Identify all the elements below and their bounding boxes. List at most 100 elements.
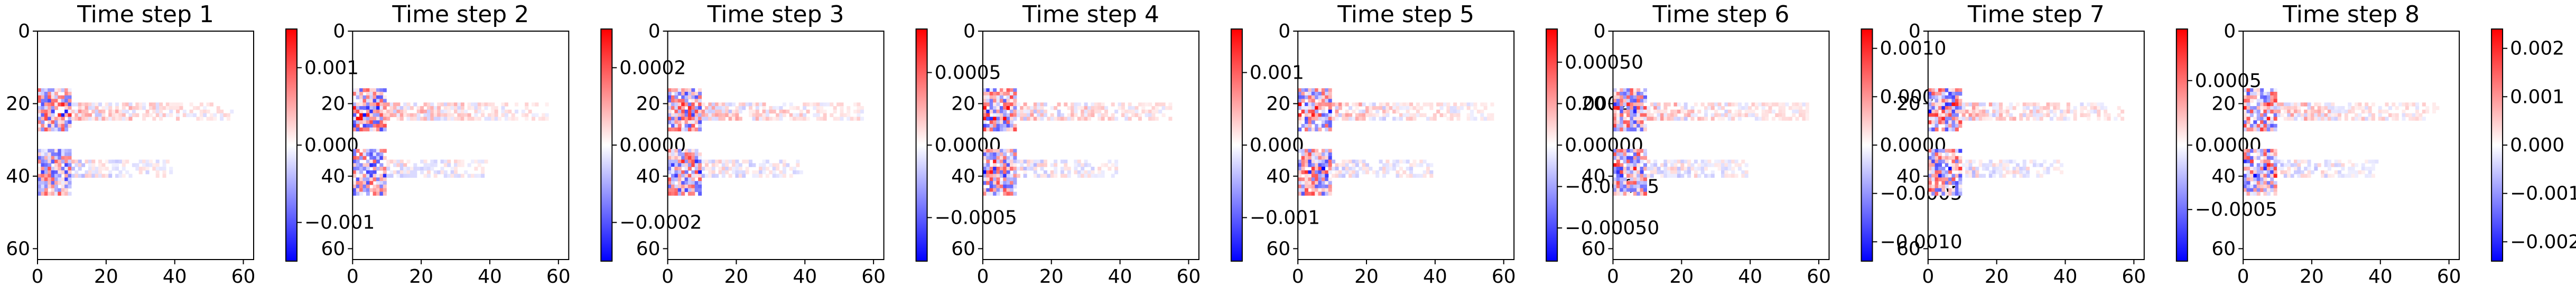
heatmap-cell	[356, 191, 360, 196]
heatmap-cell	[206, 109, 210, 114]
heatmap-cell	[1941, 188, 1946, 193]
heatmap-cell	[2300, 117, 2304, 121]
heatmap-cell	[1931, 106, 1936, 110]
heatmap-cell	[159, 109, 163, 114]
heatmap-cell	[677, 106, 682, 110]
heatmap-cell	[2260, 170, 2264, 175]
heatmap-cell	[1620, 92, 1624, 96]
heatmap-cell	[725, 113, 729, 117]
y-tick-label: 20	[636, 93, 661, 114]
heatmap-cell	[996, 106, 1000, 110]
heatmap-cell	[1301, 95, 1305, 100]
heatmap-cell	[677, 113, 682, 117]
heatmap-cell	[58, 170, 62, 175]
heatmap-cell	[75, 113, 79, 117]
heatmap-cell	[1305, 156, 1308, 160]
heatmap-cell	[393, 163, 397, 167]
heatmap-cell	[986, 159, 990, 164]
heatmap-cell	[708, 117, 712, 121]
heatmap-cell	[742, 174, 746, 178]
heatmap-cell	[728, 167, 732, 171]
heatmap-cell	[1945, 95, 1949, 100]
heatmap-cell	[1033, 159, 1037, 164]
heatmap-cell	[996, 156, 1000, 160]
heatmap-cell	[1935, 117, 1939, 121]
heatmap-cell	[359, 120, 364, 124]
heatmap-cell	[1301, 181, 1305, 185]
heatmap-cell	[1660, 170, 1664, 175]
heatmap-cell	[88, 159, 92, 164]
heatmap-cell	[1667, 174, 1671, 178]
heatmap-cell	[1003, 163, 1007, 167]
heatmap-cell	[1311, 188, 1315, 193]
heatmap-cell	[2304, 109, 2308, 114]
heatmap-cell	[2405, 102, 2409, 107]
heatmap-cell	[1931, 92, 1936, 96]
heatmap-cell	[1748, 113, 1752, 117]
heatmap-cell	[356, 170, 360, 175]
heatmap-cell	[61, 181, 65, 185]
heatmap-cell	[2053, 106, 2057, 110]
heatmap-cell	[1731, 174, 1735, 178]
heatmap-cell	[691, 174, 695, 178]
heatmap-cell	[362, 95, 367, 100]
heatmap-cell	[2422, 102, 2426, 107]
heatmap-cell	[694, 184, 699, 189]
heatmap-cell	[138, 159, 143, 164]
heatmap-cell	[2063, 109, 2067, 114]
heatmap-cell	[58, 152, 62, 157]
heatmap-cell	[148, 163, 153, 167]
heatmap-cell	[51, 88, 55, 92]
heatmap-cell	[2246, 99, 2250, 103]
heatmap-cell	[356, 156, 360, 160]
heatmap-cell	[1013, 149, 1017, 153]
heatmap-cell	[450, 174, 454, 178]
heatmap-cell	[111, 117, 116, 121]
heatmap-cell	[2249, 99, 2254, 103]
heatmap-cell	[437, 106, 441, 110]
heatmap-cell	[1941, 181, 1946, 185]
axes-frame	[1927, 31, 2145, 260]
heatmap-cell	[986, 102, 990, 107]
heatmap-cell	[423, 167, 427, 171]
heatmap-cell	[853, 117, 858, 121]
heatmap-cell	[687, 163, 692, 167]
heatmap-cell	[142, 106, 146, 110]
heatmap-cell	[1623, 181, 1627, 185]
heatmap-cell	[373, 167, 377, 171]
heatmap-cell	[1305, 109, 1308, 114]
heatmap-cell	[2026, 106, 2030, 110]
heatmap-cell	[1379, 167, 1383, 171]
heatmap-cell	[467, 117, 471, 121]
heatmap-cell	[982, 174, 987, 178]
heatmap-cell	[1694, 174, 1698, 178]
heatmap-cell	[698, 113, 702, 117]
heatmap-cell	[1748, 106, 1752, 110]
heatmap-cell	[755, 117, 759, 121]
heatmap-cell	[687, 159, 692, 164]
heatmap-cell	[1623, 159, 1627, 164]
heatmap-cell	[1640, 156, 1644, 160]
heatmap-cell	[1010, 99, 1013, 103]
heatmap-cell	[1145, 113, 1149, 117]
heatmap-cell	[1308, 120, 1312, 124]
heatmap-cell	[416, 117, 421, 121]
heatmap-cell	[64, 113, 69, 117]
heatmap-cell	[138, 170, 143, 175]
heatmap-cell	[2266, 159, 2271, 164]
heatmap-cell	[986, 181, 990, 185]
y-tick-label: 20	[6, 93, 30, 114]
heatmap-cell	[1128, 109, 1132, 114]
heatmap-cell	[1349, 159, 1353, 164]
heatmap-cell	[68, 120, 72, 124]
heatmap-cell	[122, 109, 126, 114]
heatmap-cell	[1301, 117, 1305, 121]
heatmap-cell	[91, 163, 96, 167]
heatmap-cell	[1623, 99, 1627, 103]
heatmap-cell	[1613, 156, 1617, 160]
heatmap-cell	[986, 170, 990, 175]
heatmap-cell	[359, 156, 364, 160]
heatmap-cell	[1958, 159, 1963, 164]
heatmap-cell	[481, 167, 485, 171]
heatmap-cell	[2249, 188, 2254, 193]
